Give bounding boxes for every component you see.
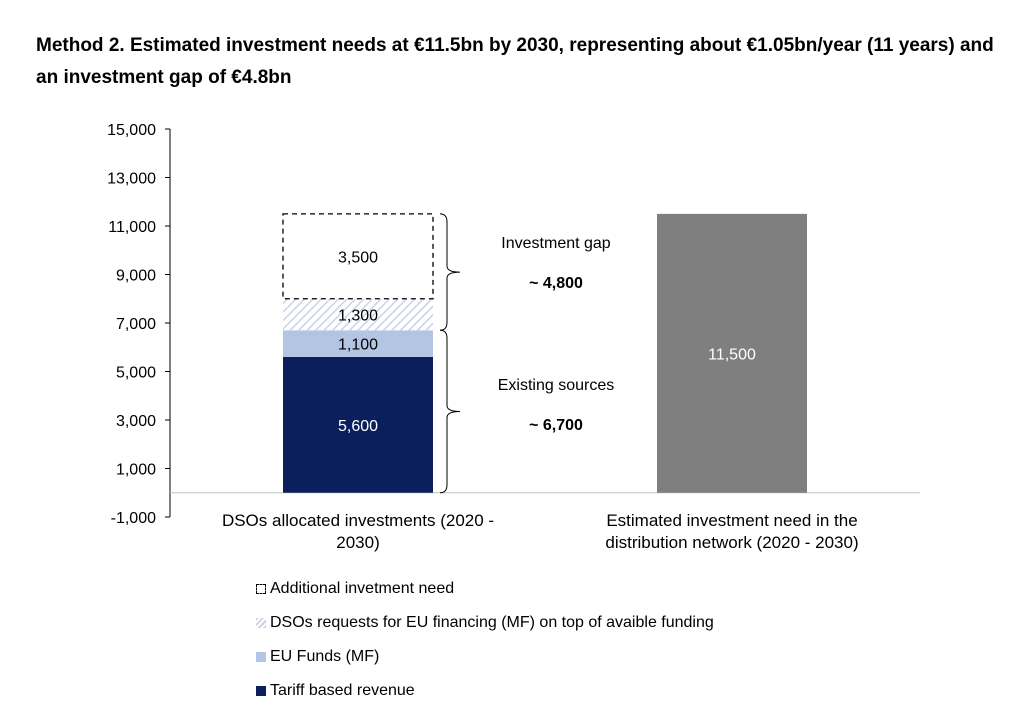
chart-legend: Additional invetment need DSOs requests … [256,572,714,708]
y-tick-label: -1,000 [111,510,156,527]
bar-additional-need [282,213,434,300]
y-tick-label: 15,000 [107,122,156,139]
annotation-label-investment-gap: Investment gap [501,235,611,252]
legend-swatch-light [256,652,266,662]
chart-title: Method 2. Estimated investment needs at … [36,35,994,88]
bar-value-label: 3,500 [338,249,378,266]
bar-dso-requests [283,298,433,331]
x-category-label: DSOs allocated investments (2020 - [222,511,494,530]
x-category-label: distribution network (2020 - 2030) [605,533,858,552]
bar-estimated-need [657,213,807,493]
bar-tariff [283,356,433,493]
annotation-label-existing-sources: Existing sources [498,377,615,394]
annotation-value-existing-sources: ~ 6,700 [529,417,583,434]
y-tick-label: 11,000 [108,219,156,236]
y-tick-label: 13,000 [107,171,156,188]
legend-label: EU Funds (MF) [270,648,380,665]
y-tick-label: 9,000 [116,268,156,285]
chart-plot: 15,000 13,000 11,000 9,000 7,000 5,000 3,000 1,… [107,122,920,552]
y-tick-label: 7,000 [116,316,156,333]
legend-swatch-hatch [256,618,266,628]
bar-value-label: 11,500 [708,346,756,363]
legend-label: Additional invetment need [270,580,455,597]
bar-value-label: 1,300 [338,308,378,325]
legend-swatch-dashed [256,584,266,594]
bar-value-label: 1,100 [338,337,378,354]
legend-label: Tariff based revenue [270,682,415,699]
brace-investment-gap [439,213,461,331]
y-tick-label: 5,000 [116,365,156,382]
annotation-value-investment-gap: ~ 4,800 [529,275,583,292]
y-tick-label: 3,000 [116,413,156,430]
legend-item-dso-requests: DSOs requests for EU financing (MF) on t… [256,606,714,640]
legend-label: DSOs requests for EU financing (MF) on t… [270,614,714,631]
y-tick-label: 1,000 [116,462,156,479]
legend-item-eu-funds: EU Funds (MF) [256,640,714,674]
x-category-label: Estimated investment need in the [606,511,857,530]
legend-item-additional: Additional invetment need [256,572,714,606]
x-category-label: 2030) [336,533,379,552]
brace-existing-sources [439,329,461,494]
legend-swatch-dark [256,686,266,696]
bar-value-label: 5,600 [338,418,378,435]
legend-item-tariff: Tariff based revenue [256,674,714,708]
bar-eu-funds [283,330,433,357]
